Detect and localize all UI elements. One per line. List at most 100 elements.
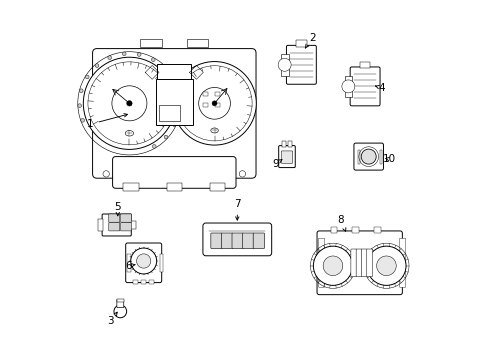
Bar xyxy=(127,254,130,272)
FancyBboxPatch shape xyxy=(361,249,366,276)
Bar xyxy=(357,150,360,163)
Bar xyxy=(202,103,207,107)
FancyBboxPatch shape xyxy=(108,222,120,231)
Circle shape xyxy=(130,248,156,274)
Bar xyxy=(344,76,352,97)
FancyBboxPatch shape xyxy=(350,249,356,276)
Circle shape xyxy=(79,89,83,93)
Text: 10: 10 xyxy=(382,154,395,164)
Ellipse shape xyxy=(210,128,218,133)
Circle shape xyxy=(313,246,352,285)
FancyBboxPatch shape xyxy=(242,233,253,248)
Bar xyxy=(155,79,192,125)
Bar xyxy=(215,92,220,96)
Circle shape xyxy=(198,87,230,119)
Circle shape xyxy=(88,62,170,145)
FancyBboxPatch shape xyxy=(221,233,232,248)
Bar xyxy=(157,64,191,82)
FancyBboxPatch shape xyxy=(92,49,256,178)
Circle shape xyxy=(341,80,354,93)
Circle shape xyxy=(103,171,109,177)
Circle shape xyxy=(177,66,252,141)
FancyBboxPatch shape xyxy=(366,249,372,276)
FancyBboxPatch shape xyxy=(318,238,324,287)
FancyBboxPatch shape xyxy=(231,233,243,248)
Text: 1: 1 xyxy=(87,114,127,129)
Circle shape xyxy=(239,171,245,177)
Bar xyxy=(186,39,208,47)
Bar xyxy=(133,280,138,284)
Circle shape xyxy=(83,57,175,149)
Circle shape xyxy=(323,256,342,275)
FancyBboxPatch shape xyxy=(349,67,379,106)
Bar xyxy=(202,92,207,96)
Bar xyxy=(281,54,288,76)
Bar xyxy=(352,227,358,233)
FancyBboxPatch shape xyxy=(210,233,222,248)
Circle shape xyxy=(126,100,132,106)
Text: 9: 9 xyxy=(272,159,282,169)
Circle shape xyxy=(164,135,167,139)
Circle shape xyxy=(278,58,290,71)
FancyBboxPatch shape xyxy=(102,214,131,236)
Bar xyxy=(166,183,182,191)
Circle shape xyxy=(366,246,405,285)
Ellipse shape xyxy=(125,131,133,136)
FancyBboxPatch shape xyxy=(117,300,123,307)
Circle shape xyxy=(163,67,167,71)
Bar xyxy=(159,105,180,121)
Bar xyxy=(373,227,380,233)
FancyBboxPatch shape xyxy=(286,45,316,84)
Circle shape xyxy=(95,64,99,67)
Circle shape xyxy=(112,86,146,121)
FancyBboxPatch shape xyxy=(253,233,264,248)
FancyBboxPatch shape xyxy=(278,146,295,168)
Text: 8: 8 xyxy=(337,215,345,231)
FancyBboxPatch shape xyxy=(121,222,131,231)
Bar xyxy=(123,183,139,191)
Circle shape xyxy=(176,93,180,97)
FancyBboxPatch shape xyxy=(125,243,162,283)
Circle shape xyxy=(376,256,395,275)
Circle shape xyxy=(177,108,180,112)
Circle shape xyxy=(212,101,217,106)
Text: 7: 7 xyxy=(234,199,240,220)
Bar xyxy=(116,299,124,302)
Circle shape xyxy=(172,62,256,145)
Circle shape xyxy=(78,104,81,108)
Bar xyxy=(149,280,154,284)
FancyBboxPatch shape xyxy=(108,214,120,222)
FancyBboxPatch shape xyxy=(281,151,292,163)
Circle shape xyxy=(172,123,176,126)
FancyBboxPatch shape xyxy=(112,157,236,188)
FancyBboxPatch shape xyxy=(355,249,361,276)
Text: 5: 5 xyxy=(114,202,121,216)
Circle shape xyxy=(361,149,375,164)
Bar xyxy=(379,150,382,163)
Text: 4: 4 xyxy=(375,83,385,93)
Circle shape xyxy=(137,53,141,57)
Circle shape xyxy=(136,254,150,268)
Circle shape xyxy=(108,56,111,59)
Bar xyxy=(295,40,306,47)
Circle shape xyxy=(152,145,156,148)
FancyBboxPatch shape xyxy=(121,214,131,222)
Text: 3: 3 xyxy=(107,312,117,326)
Bar xyxy=(215,103,220,107)
Circle shape xyxy=(151,58,155,62)
Circle shape xyxy=(122,52,126,56)
Circle shape xyxy=(85,75,89,79)
Bar xyxy=(330,227,336,233)
FancyBboxPatch shape xyxy=(399,238,405,287)
Text: 2: 2 xyxy=(305,33,315,48)
Bar xyxy=(141,280,146,284)
Bar xyxy=(282,141,285,147)
Text: 6: 6 xyxy=(125,261,135,271)
FancyBboxPatch shape xyxy=(203,223,271,256)
Circle shape xyxy=(172,79,175,83)
Bar xyxy=(130,221,136,229)
FancyBboxPatch shape xyxy=(316,231,402,294)
Circle shape xyxy=(114,305,126,318)
Bar xyxy=(140,39,162,47)
Bar xyxy=(98,219,103,231)
